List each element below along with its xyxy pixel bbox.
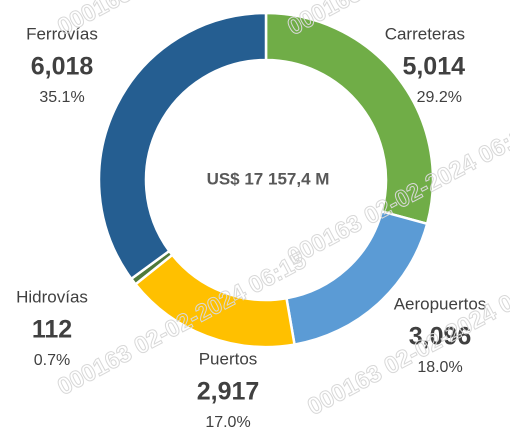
percent-label: 35.1% bbox=[39, 89, 84, 106]
category-label: Hidrovías bbox=[16, 287, 88, 306]
value-label: 112 bbox=[32, 316, 72, 344]
category-label: Aeropuertos bbox=[394, 294, 487, 313]
value-label: 6,018 bbox=[31, 53, 94, 81]
value-label: 2,917 bbox=[197, 378, 260, 406]
donut-segment bbox=[97, 11, 268, 281]
percent-label: 29.2% bbox=[417, 89, 462, 106]
category-label: Puertos bbox=[199, 349, 258, 368]
value-label: 3,096 bbox=[409, 323, 472, 351]
percent-label: 17.0% bbox=[205, 414, 250, 429]
category-label: Ferrovías bbox=[26, 24, 98, 43]
value-label: 5,014 bbox=[402, 53, 465, 81]
center-label: US$ 17 157,4 M bbox=[207, 169, 330, 188]
category-label: Carreteras bbox=[385, 24, 465, 43]
donut bbox=[97, 11, 435, 349]
percent-label: 0.7% bbox=[34, 352, 70, 369]
percent-label: 18.0% bbox=[417, 359, 462, 376]
